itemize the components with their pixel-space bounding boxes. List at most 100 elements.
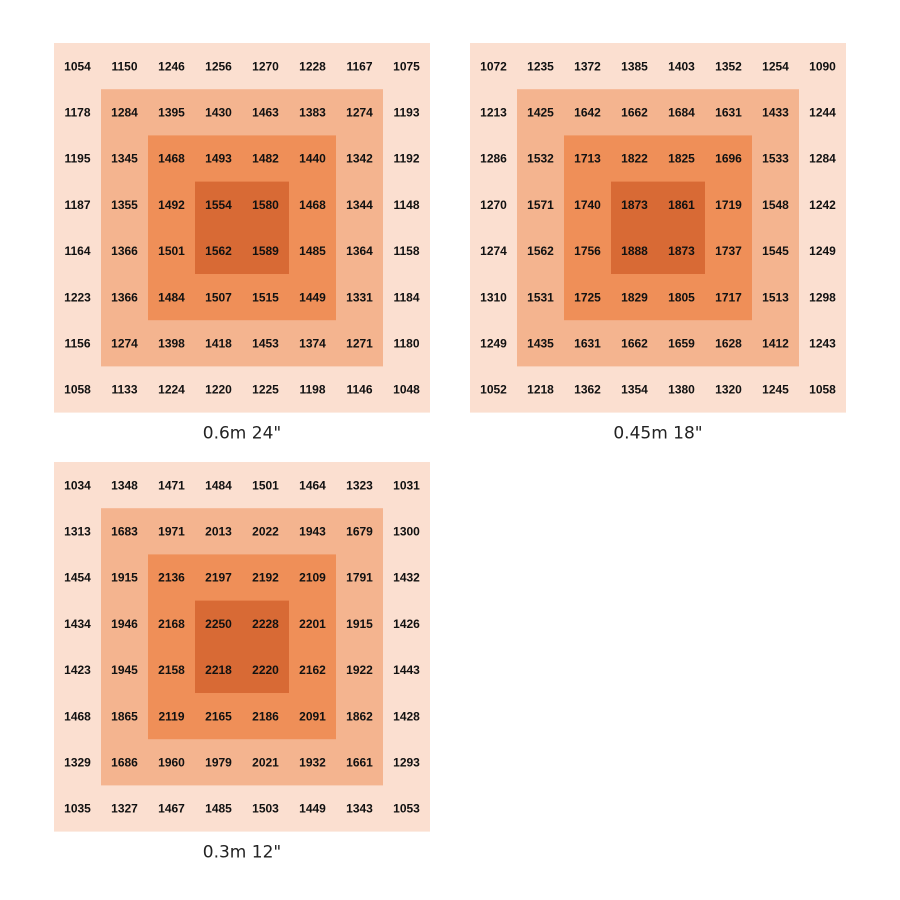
cell-value: 1224 [158,383,185,397]
cell-value: 1873 [668,244,695,258]
cell-value: 1971 [158,524,185,538]
cell-value: 1300 [393,524,420,538]
cell-value: 1198 [299,383,325,397]
cell-value: 1156 [64,336,90,350]
cell-value: 1449 [299,802,326,816]
cell-value: 1805 [668,290,695,304]
cell-value: 1873 [621,198,648,212]
cell-value: 1058 [64,383,91,397]
ring [611,181,705,274]
cell-value: 1426 [393,617,420,631]
cell-value: 1146 [346,383,372,397]
cell-value: 1662 [621,105,648,119]
cell-value: 1484 [158,290,185,304]
cell-value: 1274 [480,244,507,258]
cell-value: 1284 [111,105,138,119]
cell-value: 1501 [252,478,279,492]
caption: 0.3m 12" [203,843,281,863]
panel: 1034 1348 1471 1484 1501 1464 1323 1031 1313 1683… [54,462,430,863]
cell-value: 1243 [809,336,836,350]
cell-value: 1548 [762,198,789,212]
cell-value: 1329 [64,755,91,769]
cell-value: 2013 [205,524,232,538]
cell-value: 1249 [809,244,836,258]
cell-value: 1150 [111,59,137,73]
cell-value: 1034 [64,478,91,492]
cell-value: 1031 [393,478,420,492]
cell-value: 1943 [299,524,326,538]
cell-value: 1167 [346,59,372,73]
cell-value: 1865 [111,709,138,723]
cell-value: 1192 [393,152,419,166]
cell-value: 1218 [527,383,554,397]
cell-value: 1434 [64,617,91,631]
cell-value: 1440 [299,152,326,166]
cell-value: 1791 [346,571,373,585]
cell-value: 1501 [158,244,185,258]
cell-value: 1362 [574,383,601,397]
cell-value: 1467 [158,802,185,816]
cell-value: 1374 [299,336,326,350]
cell-value: 1193 [393,105,419,119]
caption: 0.45m 18" [613,424,702,444]
cell-value: 1737 [715,244,742,258]
cell-value: 1270 [480,198,507,212]
cell-value: 1246 [158,59,185,73]
cell-value: 1245 [762,383,789,397]
cell-value: 1468 [158,152,185,166]
cell-value: 1293 [393,755,420,769]
cell-value: 1507 [205,290,232,304]
cell-value: 1631 [574,336,601,350]
cell-value: 1861 [668,198,695,212]
cell-value: 1435 [527,336,554,350]
cell-value: 1184 [393,290,419,304]
cell-value: 1385 [621,59,648,73]
cell-value: 1187 [64,198,90,212]
cell-value: 1403 [668,59,695,73]
cell-value: 1366 [111,290,138,304]
cell-value: 1344 [346,198,373,212]
cell-value: 1284 [809,152,836,166]
cell-value: 1532 [527,152,554,166]
cell-value: 1468 [299,198,326,212]
cell-value: 2168 [158,617,185,631]
cell-value: 1503 [252,802,279,816]
cell-value: 1254 [762,59,789,73]
cell-value: 1562 [527,244,554,258]
cell-value: 1533 [762,152,789,166]
cell-value: 1740 [574,198,601,212]
cell-value: 1829 [621,290,648,304]
cell-value: 1888 [621,244,648,258]
cell-value: 1178 [64,105,90,119]
cell-value: 1380 [668,383,695,397]
cell-value: 1428 [393,709,420,723]
cell-value: 2021 [252,755,279,769]
cell-value: 1213 [480,105,507,119]
cell-value: 1053 [393,802,420,816]
cell-value: 1449 [299,290,326,304]
cell-value: 1343 [346,802,373,816]
cell-value: 1463 [252,105,279,119]
cell-value: 1454 [64,571,91,585]
cell-value: 1686 [111,755,138,769]
cell-value: 1485 [299,244,326,258]
cell-value: 1348 [111,478,138,492]
cell-value: 2091 [299,709,326,723]
cell-value: 1180 [393,336,419,350]
cell-value: 1545 [762,244,789,258]
cell-value: 1364 [346,244,373,258]
panel: 1072 1235 1372 1385 1403 1352 1254 1090 1213 1425… [470,43,846,444]
cell-value: 1493 [205,152,232,166]
cell-value: 1158 [393,244,419,258]
cell-value: 1659 [668,336,695,350]
cell-value: 1355 [111,198,138,212]
cell-value: 1052 [480,383,507,397]
cell-value: 1090 [809,59,836,73]
cell-value: 1915 [111,571,138,585]
cell-value: 1310 [480,290,507,304]
cell-value: 1482 [252,152,279,166]
cell-value: 1683 [111,524,138,538]
cell-value: 1684 [668,105,695,119]
cell-value: 1717 [715,290,742,304]
ring [195,181,289,274]
